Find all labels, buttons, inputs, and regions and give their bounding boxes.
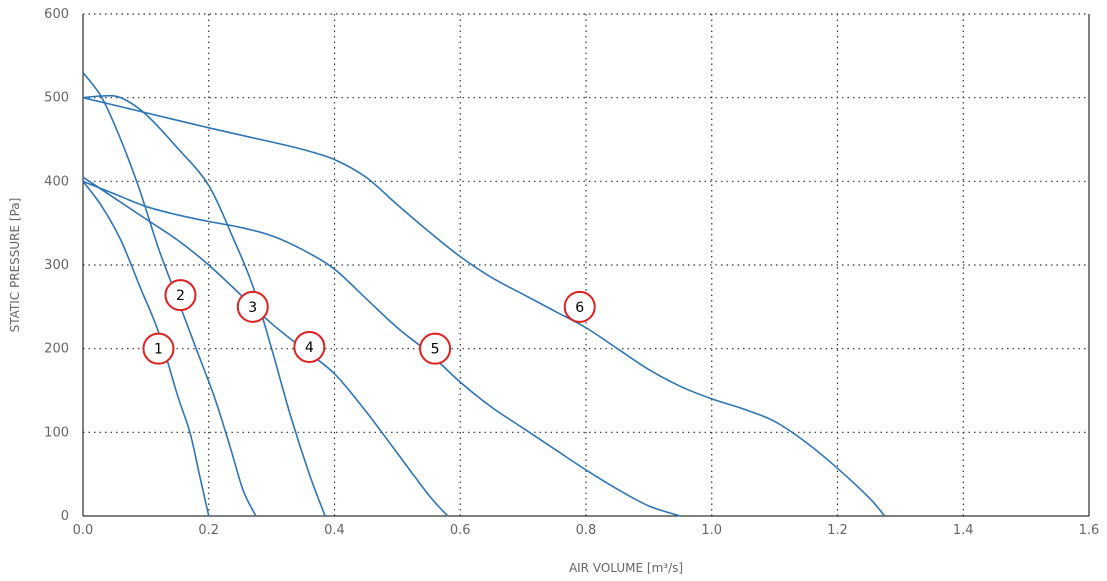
curve-marker-label: 6 — [575, 300, 584, 316]
x-tick-label: 1.2 — [827, 523, 848, 538]
x-tick-label: 0.6 — [450, 523, 471, 538]
curve-markers: 1 2 3 4 5 6 — [142, 279, 596, 365]
fan-curves — [82, 72, 886, 517]
curve-marker-1: 1 — [142, 332, 175, 365]
fan-curve-4 — [82, 176, 449, 517]
curve-marker-5: 5 — [419, 332, 452, 365]
x-tick-label: 1.0 — [701, 523, 722, 538]
x-tick-label: 0.8 — [576, 523, 597, 538]
x-tick-label: 0.2 — [198, 523, 219, 538]
curve-marker-6: 6 — [563, 290, 596, 323]
curve-marker-circle — [293, 330, 326, 363]
fan-curve-3 — [82, 94, 326, 517]
x-tick-label: 0.0 — [73, 523, 94, 538]
curve-marker-label: 2 — [176, 288, 185, 304]
y-tick-label: 500 — [44, 91, 69, 106]
fan-curve-1 — [82, 180, 210, 517]
curve-marker-3: 3 — [236, 290, 269, 323]
curve-marker-circle — [563, 290, 596, 323]
fan-curve-5 — [82, 180, 681, 517]
curve-marker-label: 3 — [248, 300, 257, 316]
curve-marker-circle — [164, 279, 197, 312]
x-tick-label: 1.4 — [953, 523, 974, 538]
curve-marker-label: 5 — [431, 342, 440, 358]
y-tick-label: 600 — [44, 7, 69, 22]
y-axis-title: STATIC PRESSURE [Pa] — [8, 198, 22, 333]
tick-labels: 0.0 0.2 0.4 0.6 0.8 1.0 1.2 1.4 1.6 0 100 200 300 400… — [44, 7, 1099, 538]
curve-marker-2: 2 — [164, 279, 197, 312]
curve-marker-label: 4 — [305, 340, 314, 356]
x-tick-label: 1.6 — [1079, 523, 1100, 538]
y-tick-label: 0 — [61, 509, 69, 524]
curve-marker-circle — [236, 290, 269, 323]
y-tick-label: 400 — [44, 174, 69, 189]
curve-marker-circle — [419, 332, 452, 365]
grid-lines — [82, 13, 1090, 517]
fan-curve-6 — [82, 96, 886, 517]
y-tick-label: 200 — [44, 342, 69, 357]
x-axis-title: AIR VOLUME [m³/s] — [569, 561, 683, 575]
curve-marker-circle — [142, 332, 175, 365]
x-tick-label: 0.4 — [324, 523, 345, 538]
y-tick-label: 100 — [44, 425, 69, 440]
curve-marker-label: 1 — [154, 342, 163, 358]
y-tick-label: 300 — [44, 258, 69, 273]
curve-marker-4: 4 — [293, 330, 326, 363]
